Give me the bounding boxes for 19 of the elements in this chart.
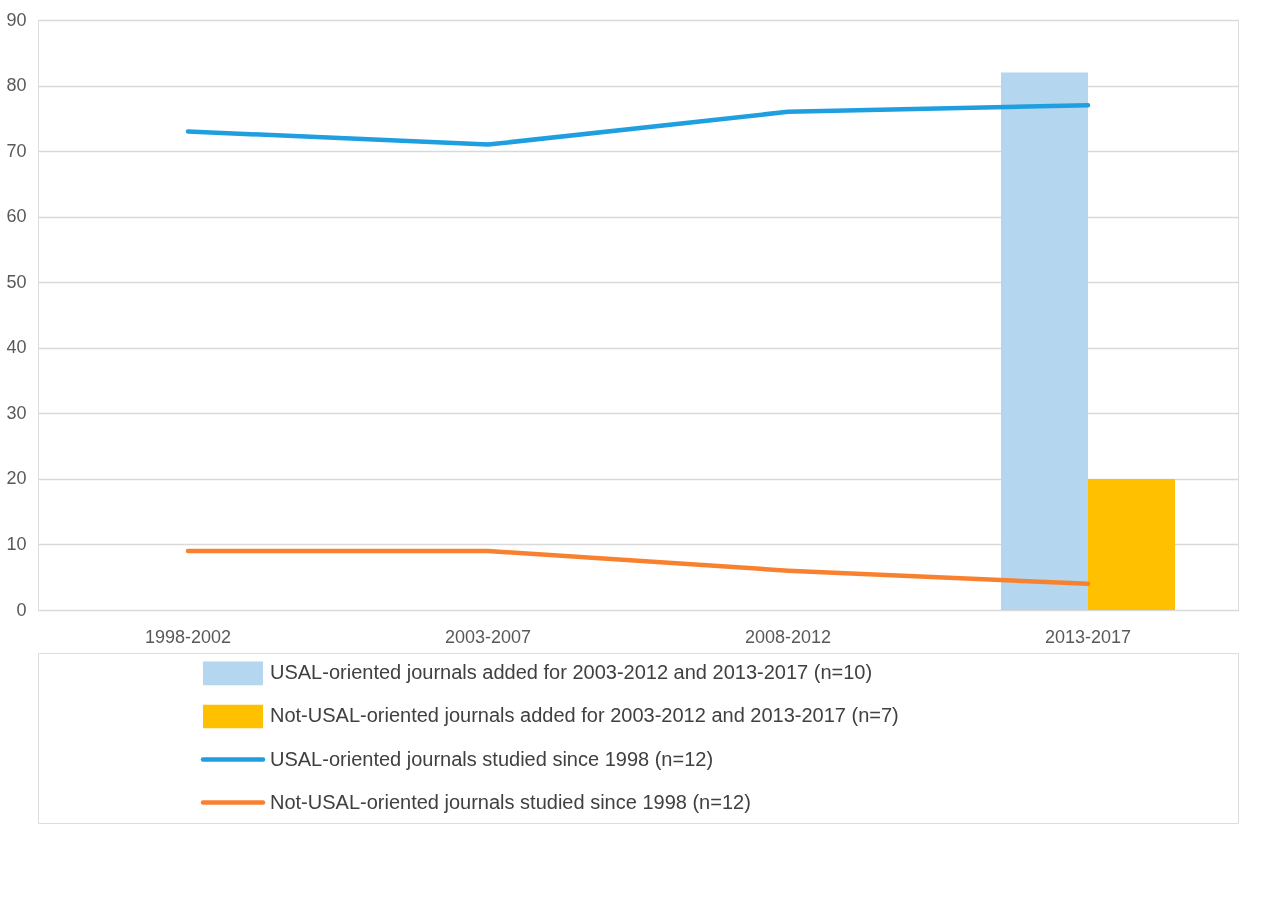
legend-label: Not-USAL-oriented journals added for 2003-2012 and 2013-2017 (n=7) <box>270 704 899 727</box>
y-tick-label: 40 <box>6 337 27 358</box>
line-series <box>185 102 1091 147</box>
y-tick-label: 30 <box>6 402 27 423</box>
y-tick-label: 10 <box>6 533 27 554</box>
legend-label: Not-USAL-oriented journals studied since 1998 (n=12) <box>270 790 751 813</box>
y-tick-label: 20 <box>6 468 27 489</box>
y-tick-label: 60 <box>6 206 27 227</box>
x-tick-label: 1998-2002 <box>144 626 232 647</box>
legend-label: USAL-oriented journals added for 2003-2012 and 2013-2017 (n=10) <box>270 661 873 684</box>
x-tick-label: 2003-2007 <box>444 626 532 647</box>
x-tick-label: 2013-2017 <box>1044 626 1132 647</box>
y-tick-label: 0 <box>16 599 27 620</box>
legend-label: USAL-oriented journals studied since 1998 (n=12) <box>270 747 714 770</box>
y-tick-label: 80 <box>6 75 27 96</box>
y-tick-label: 50 <box>6 271 27 292</box>
y-tick-label: 70 <box>6 140 27 161</box>
y-tick-label: 90 <box>6 9 27 30</box>
x-tick-label: 2008-2012 <box>744 626 832 647</box>
